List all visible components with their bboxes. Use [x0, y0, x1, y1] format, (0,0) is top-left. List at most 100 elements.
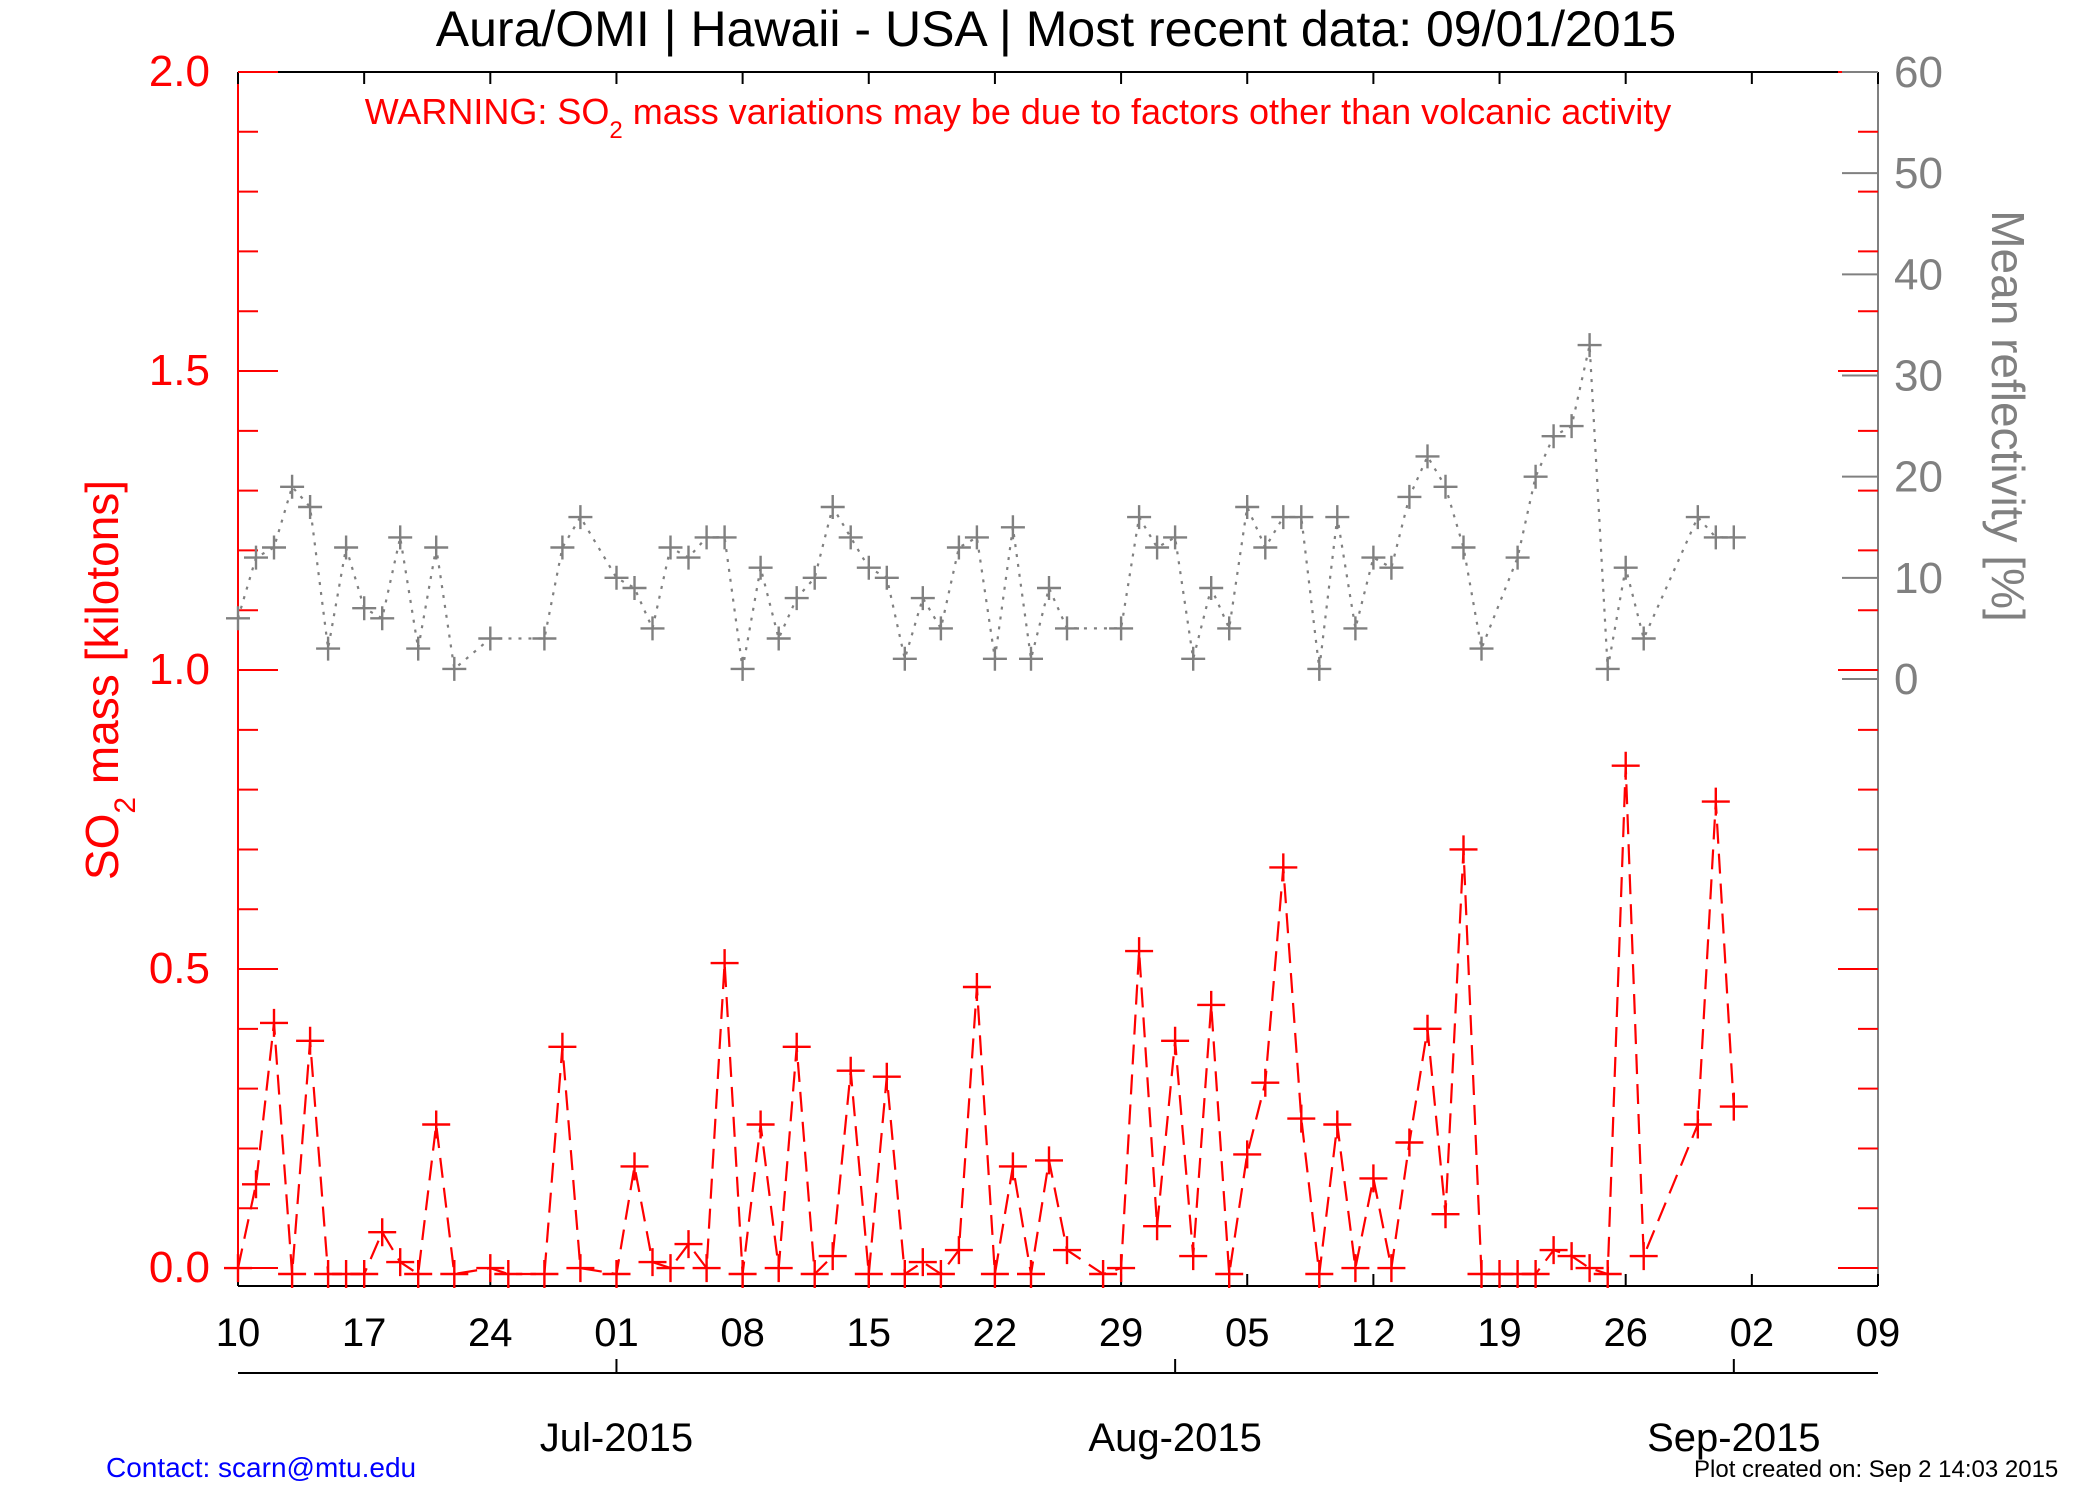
so2-point	[728, 1260, 757, 1288]
reflectivity-point	[1127, 505, 1152, 530]
reflectivity-point	[928, 616, 953, 641]
x-tick-label: 12	[1351, 1311, 1396, 1355]
x-tick-label: 24	[468, 1311, 513, 1355]
left-tick-label: 1.0	[149, 645, 210, 694]
contact-text: Contact: scarn@mtu.edu	[106, 1452, 417, 1483]
left-tick-label: 0.0	[149, 1243, 210, 1292]
left-tick-label: 1.5	[149, 346, 210, 395]
so2-point	[1341, 1254, 1370, 1283]
month-label: Jul-2015	[540, 1416, 693, 1460]
left-tick-label: 0.5	[149, 944, 210, 993]
series-so2	[224, 751, 1748, 1288]
so2-point	[1701, 787, 1730, 816]
so2-point	[1683, 1110, 1712, 1139]
reflectivity-point	[1361, 545, 1386, 570]
so2-point	[674, 1230, 703, 1259]
warning-prefix: WARNING: SO	[365, 91, 610, 132]
reflectivity-point	[1307, 656, 1332, 681]
so2-point	[656, 1254, 685, 1283]
so2-point	[404, 1260, 433, 1288]
so2-point	[224, 1254, 252, 1283]
reflectivity-point	[838, 525, 863, 550]
so2-point	[1557, 1242, 1586, 1271]
so2-point	[818, 1242, 847, 1271]
reflectivity-point	[910, 586, 935, 611]
reflectivity-point	[316, 636, 341, 661]
right-tick-label: 40	[1894, 250, 1943, 299]
so2-point	[1089, 1260, 1118, 1288]
so2-point	[1125, 937, 1154, 966]
so2-point	[1143, 1212, 1172, 1241]
so2-point	[566, 1254, 595, 1283]
so2-point	[1179, 1242, 1208, 1271]
so2-point	[1449, 835, 1478, 864]
reflectivity-point	[334, 535, 359, 560]
so2-point	[1107, 1254, 1136, 1283]
reflectivity-point	[1000, 515, 1025, 540]
reflectivity-point	[550, 535, 575, 560]
so2-point	[476, 1254, 505, 1283]
so2-point	[1323, 1110, 1352, 1139]
reflectivity-point	[1721, 525, 1746, 550]
reflectivity-point	[532, 626, 557, 651]
reflectivity-point	[1559, 414, 1584, 439]
reflectivity-point	[442, 656, 467, 681]
reflectivity-point	[262, 535, 286, 560]
so2-point	[1521, 1260, 1550, 1288]
reflectivity-point	[802, 565, 827, 590]
so2-point	[278, 1260, 307, 1288]
series-reflectivity	[226, 333, 1746, 681]
so2-point	[1377, 1254, 1406, 1283]
x-axis: 10 17 24 01 08 15 22 29 05 12 19 26 02 09 Jul-2015 Aug-…	[216, 1274, 1900, 1460]
chart-title: Aura/OMI | Hawaii - USA | Most recent da…	[436, 1, 1676, 57]
month-label: Sep-2015	[1647, 1416, 1820, 1460]
x-tick-label: 08	[720, 1311, 765, 1355]
reflectivity-point	[1505, 545, 1530, 570]
reflectivity-point	[892, 646, 917, 671]
reflectivity-point	[1577, 333, 1602, 358]
reflectivity-point	[658, 535, 683, 560]
reflectivity-point	[370, 606, 395, 631]
reflectivity-point	[874, 565, 899, 590]
reflectivity-point	[1145, 535, 1170, 560]
reflectivity-point	[568, 505, 593, 530]
left-axis-label-suffix: mass [kilotons]	[76, 480, 128, 797]
reflectivity-point	[1037, 576, 1061, 600]
so2-point	[1539, 1236, 1568, 1265]
x-tick-label: 29	[1099, 1311, 1144, 1355]
right-tick-label: 10	[1894, 554, 1943, 603]
reflectivity-point	[1109, 616, 1134, 641]
so2-point	[836, 1056, 865, 1085]
reflectivity-point	[1451, 535, 1476, 560]
reflectivity-point	[1253, 535, 1278, 560]
so2-point	[1611, 751, 1640, 780]
right-tick-label: 20	[1894, 453, 1943, 502]
so2-point	[764, 1254, 793, 1283]
so2-point	[1593, 1260, 1622, 1288]
so2-point	[386, 1248, 415, 1277]
reflectivity-point	[1019, 646, 1043, 671]
x-tick-label: 17	[342, 1311, 387, 1355]
so2-point	[926, 1260, 955, 1288]
left-axis-label-subscript: 2	[109, 797, 142, 814]
so2-point	[494, 1260, 523, 1288]
reflectivity-point	[352, 596, 377, 621]
so2-point	[1269, 853, 1298, 882]
warning-text: WARNING: SO2 mass variations may be due …	[365, 91, 1672, 144]
reflectivity-point	[766, 626, 791, 651]
so2-point	[692, 1254, 721, 1283]
reflectivity-point	[1235, 495, 1260, 519]
so2-point	[1287, 1104, 1316, 1133]
x-tick-label: 26	[1603, 1311, 1648, 1355]
reflectivity-point	[1343, 616, 1368, 641]
so2-point	[908, 1248, 937, 1277]
reflectivity-point	[1199, 576, 1224, 600]
warning-subscript: 2	[609, 117, 622, 144]
so2-point	[1215, 1260, 1244, 1288]
so2-point	[1431, 1200, 1460, 1229]
right-axis: 0 10 20 30 40 50 60	[1842, 48, 1943, 704]
series-layer	[224, 333, 1748, 1288]
reflectivity-point	[226, 606, 250, 631]
right-axis-label: Mean reflectivity [%]	[1982, 210, 2034, 622]
reflectivity-point	[856, 555, 881, 580]
